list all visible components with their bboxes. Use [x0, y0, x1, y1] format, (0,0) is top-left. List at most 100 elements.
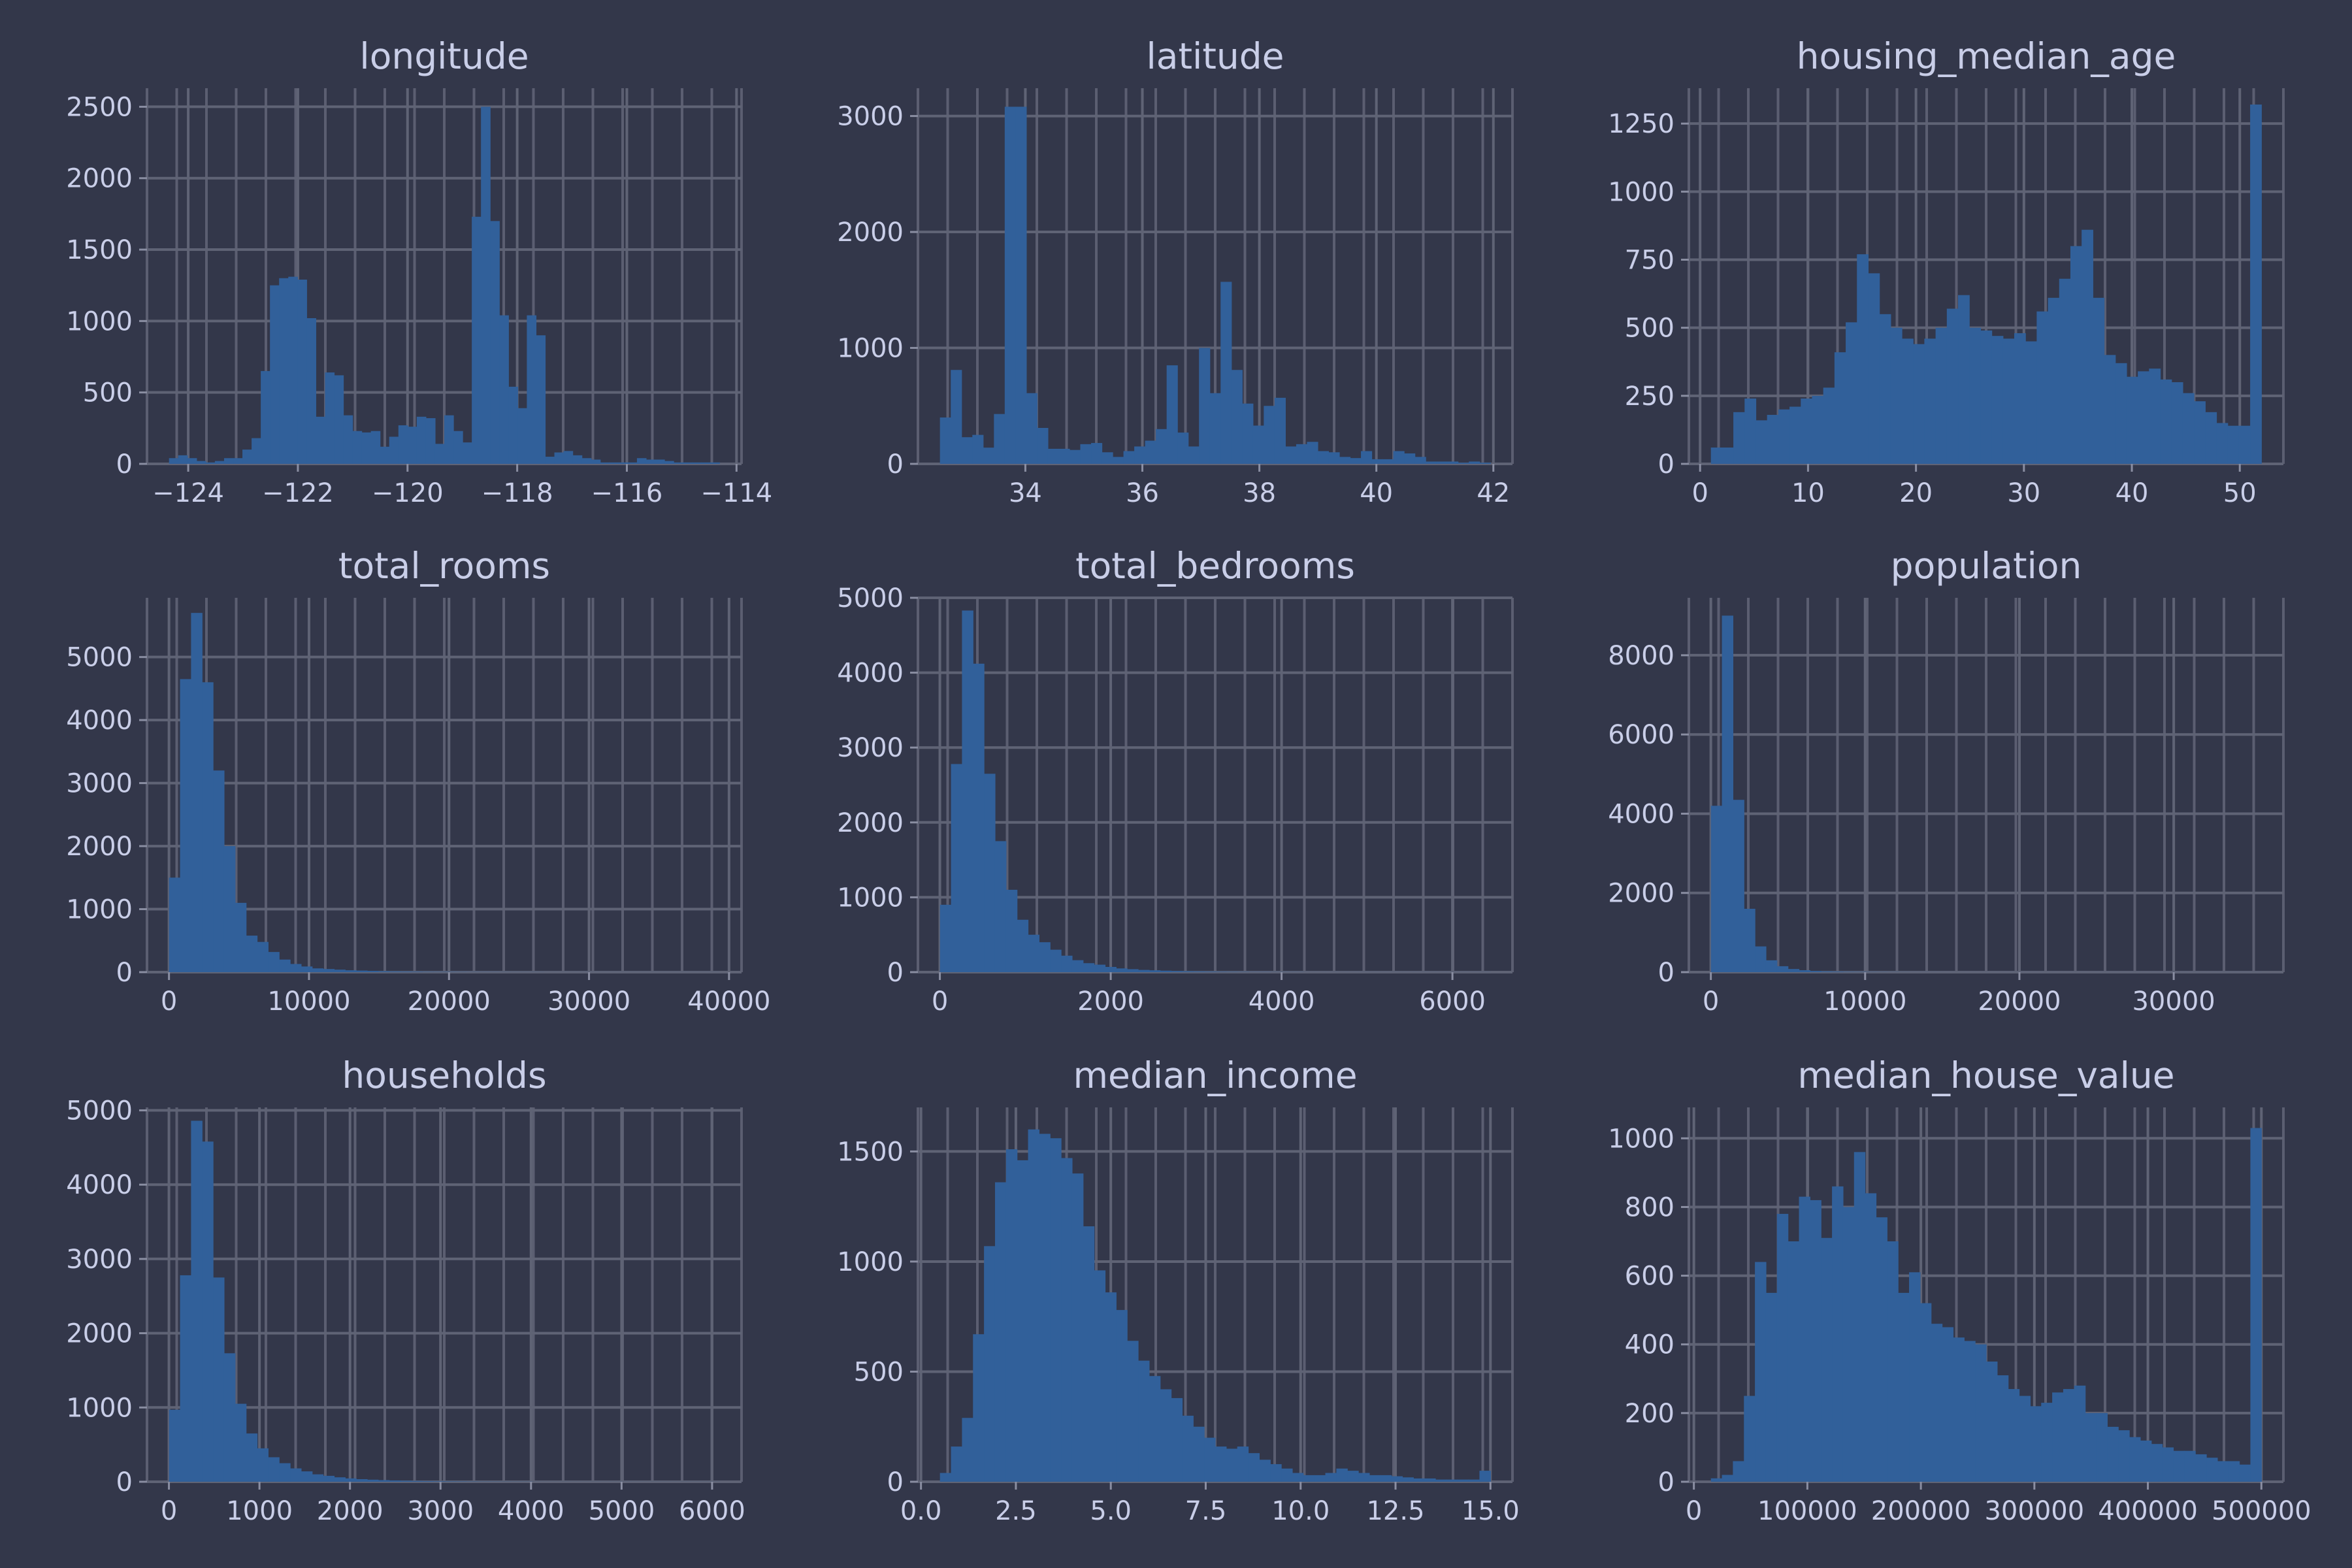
histogram-bar	[1469, 461, 1480, 464]
histogram-bar	[1879, 314, 1891, 464]
histogram-bar	[1307, 442, 1318, 464]
histogram-bar	[1028, 1129, 1039, 1482]
y-tick-label: 2000	[66, 832, 133, 862]
histogram-bar	[994, 841, 1007, 972]
histogram-bar	[1005, 1149, 1018, 1482]
y-tick-label: 2000	[66, 164, 133, 194]
histogram-bar	[2140, 1440, 2152, 1482]
histogram-bar	[2036, 311, 2049, 464]
histogram-bar	[1171, 1397, 1183, 1482]
histogram-bar	[1160, 1389, 1172, 1482]
histogram-bar	[1339, 457, 1351, 464]
y-tick-label: 6000	[1608, 720, 1674, 750]
histogram-bar	[301, 1471, 313, 1482]
x-tick-label: 10000	[267, 987, 350, 1017]
histogram-bar	[1733, 412, 1745, 464]
histogram-bar	[1865, 1193, 1877, 1482]
y-tick-label: 4000	[66, 1170, 133, 1200]
histogram-bar	[1113, 457, 1124, 464]
histogram-bar	[1931, 1324, 1943, 1482]
histogram-bar	[1149, 1376, 1161, 1482]
histogram-bar	[563, 451, 574, 464]
histogram-bar	[1801, 399, 1813, 464]
histogram-bar	[618, 462, 629, 464]
grid-lines	[146, 88, 743, 465]
histogram-bar	[205, 462, 216, 464]
histogram-bar	[279, 1463, 291, 1482]
ticks: 0 100000 200000 300000 400000 500000 0 200 400 60…	[1608, 1124, 2311, 1526]
histogram-bar	[1127, 969, 1139, 972]
histogram-bar	[1292, 1473, 1304, 1482]
histogram-bar	[572, 455, 583, 464]
y-tick-label: 3000	[837, 733, 904, 763]
histogram-bar	[252, 438, 261, 464]
histogram-bar	[279, 959, 291, 972]
histogram-bar	[1722, 448, 1734, 464]
y-tick-label: 5000	[66, 1096, 133, 1126]
histogram-bar	[2070, 246, 2082, 464]
histogram-bar	[191, 613, 203, 972]
histogram-bar	[316, 416, 326, 464]
y-tick-label: 2000	[1608, 879, 1674, 909]
histogram-bar	[268, 952, 280, 972]
histogram-bar	[2104, 355, 2116, 464]
ticks: 34 36 38 40 42 0 1000 2000 3000	[837, 102, 1510, 508]
histogram-bar	[343, 415, 353, 464]
histogram-bar	[472, 216, 482, 464]
histogram-bar	[1767, 415, 1779, 464]
histogram-bar	[517, 408, 527, 464]
histogram-bar	[951, 1446, 963, 1482]
y-tick-label: 5000	[66, 643, 133, 673]
histogram-bar	[2206, 1458, 2218, 1482]
histogram-bar	[1083, 1226, 1095, 1482]
histogram-bar	[1102, 452, 1113, 464]
histogram-bar	[1061, 1158, 1073, 1482]
histogram-bar	[1177, 433, 1189, 464]
histogram-bar	[1116, 968, 1128, 972]
histogram-bar	[2014, 333, 2026, 464]
histogram-bar	[1314, 1475, 1326, 1482]
histogram-bar	[674, 462, 683, 464]
histogram-bar	[664, 461, 674, 464]
histogram-bar	[499, 315, 509, 464]
histogram-bar	[191, 1120, 203, 1482]
histogram-bar	[2151, 1444, 2163, 1482]
histogram-bar	[2093, 297, 2105, 464]
histogram-bar	[1123, 451, 1135, 464]
grid-lines	[917, 596, 1514, 973]
histogram-bar	[1369, 1475, 1381, 1482]
histogram-bar	[1188, 446, 1200, 464]
y-tick-label: 1500	[837, 1137, 904, 1167]
histogram-bar	[1991, 336, 2004, 464]
histogram-bar	[1710, 806, 1723, 972]
ticks: 0.0 2.5 5.0 7.5 10.0 12.5 15.0 0 500 1000 1500	[837, 1137, 1520, 1526]
histogram-bar	[2048, 297, 2060, 464]
histogram-bar	[453, 431, 463, 464]
histogram-bar	[2160, 379, 2172, 464]
histogram-bar	[1058, 448, 1070, 464]
histogram-bar	[235, 1403, 247, 1482]
histogram-bar	[1435, 1479, 1447, 1482]
histogram-bar	[1776, 1213, 1789, 1482]
histogram-bar	[1986, 1362, 1998, 1482]
x-tick-label: 5.0	[1090, 1496, 1132, 1526]
x-tick-label: −118	[482, 478, 553, 508]
x-tick-label: 100000	[1757, 1496, 1857, 1526]
x-tick-label: 4000	[1249, 987, 1315, 1017]
x-tick-label: 2.5	[995, 1496, 1037, 1526]
histogram-bar	[1812, 395, 1824, 464]
histogram-bar	[1127, 1341, 1139, 1482]
histogram-bar	[1946, 308, 1959, 464]
histogram-bar	[710, 462, 720, 464]
histogram-bar	[422, 1480, 434, 1482]
histogram-bar	[1413, 1478, 1425, 1482]
x-tick-label: 20	[1899, 478, 1933, 508]
x-tick-label: 6000	[1419, 987, 1486, 1017]
histogram-bar	[1424, 1478, 1436, 1482]
histogram-bar	[246, 936, 258, 972]
y-tick-label: 1250	[1608, 109, 1674, 139]
histogram-bar	[2250, 1128, 2262, 1482]
x-tick-label: 0	[161, 987, 177, 1017]
histogram-bar	[939, 1473, 952, 1482]
bars	[169, 106, 720, 464]
